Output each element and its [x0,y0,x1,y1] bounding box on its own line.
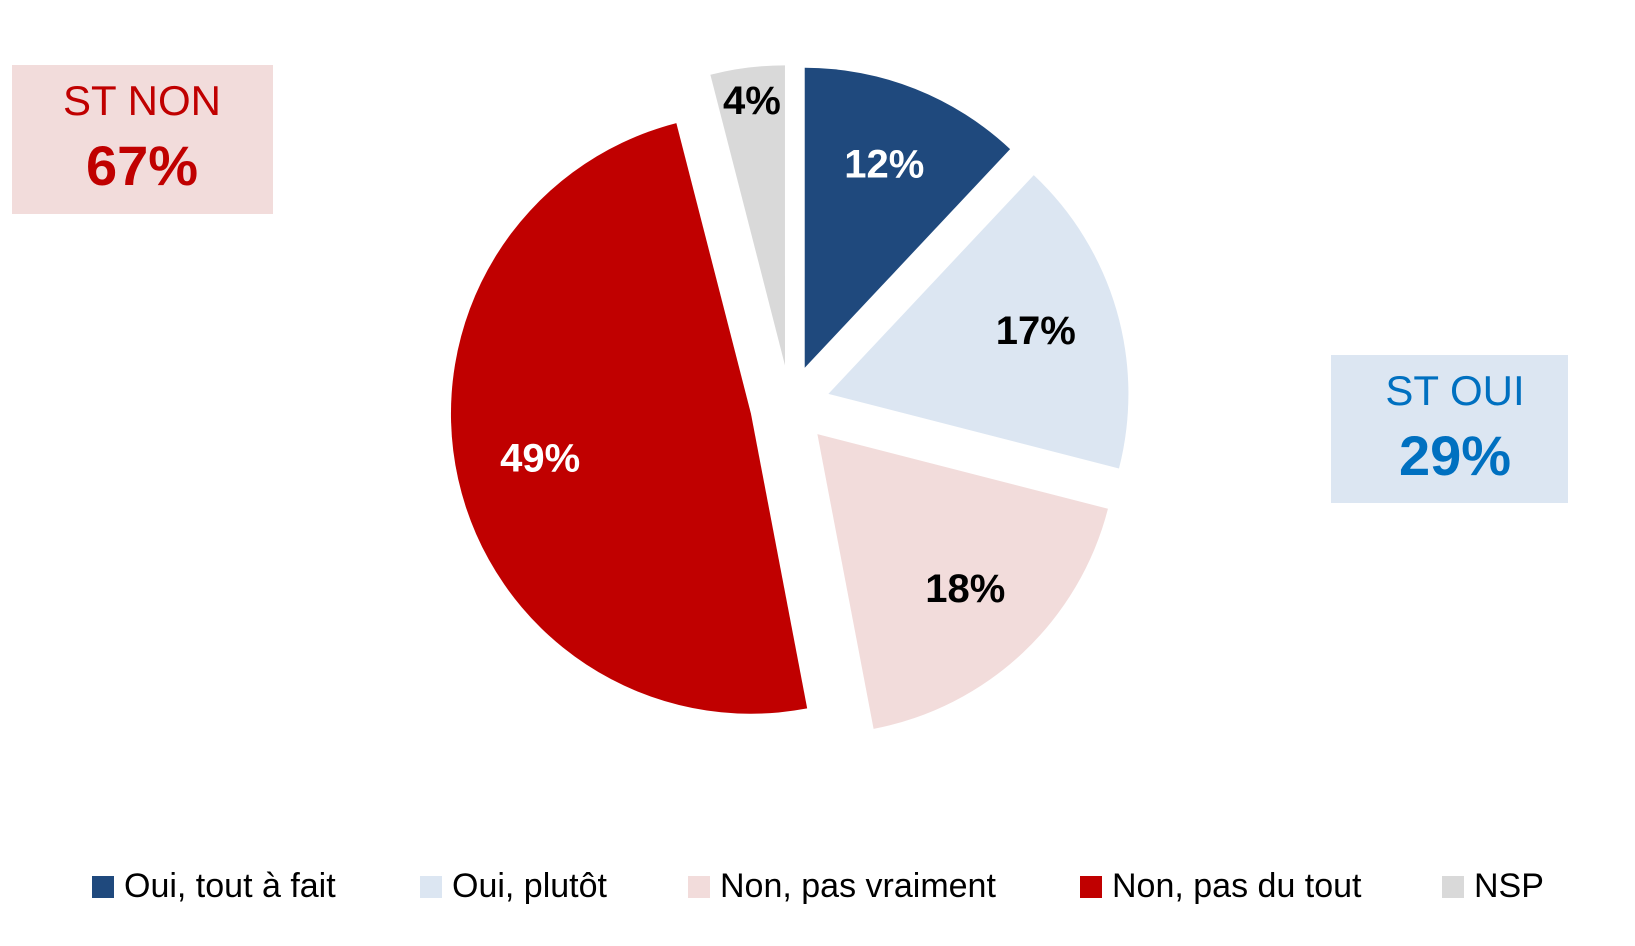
legend-label: Non, pas du tout [1112,867,1362,905]
legend-label: Oui, tout à fait [124,867,336,905]
annotation-label: ST OUI [1385,367,1524,414]
annotation-value: 29% [1399,424,1511,487]
data-label: 49% [500,436,580,480]
annotation-box [1331,355,1568,503]
legend-label: NSP [1474,867,1544,905]
data-label: 18% [925,567,1005,611]
annotation-label: ST NON [63,77,221,124]
legend-label: Non, pas vraiment [720,867,996,905]
pie-slice [450,123,808,714]
pie-slice [804,67,1011,368]
legend-swatch [420,876,442,898]
legend-swatch [1442,876,1464,898]
data-label: 12% [844,143,924,187]
legend-label: Oui, plutôt [452,867,608,905]
legend-swatch [688,876,710,898]
data-label: 17% [996,309,1076,353]
annotation-box [12,65,273,214]
pie-slice [817,434,1108,729]
pie-slice [710,65,785,366]
data-label: 4% [723,79,781,123]
pie-slice [828,175,1129,469]
annotation-value: 67% [86,134,198,197]
legend-swatch [92,876,114,898]
legend-swatch [1080,876,1102,898]
